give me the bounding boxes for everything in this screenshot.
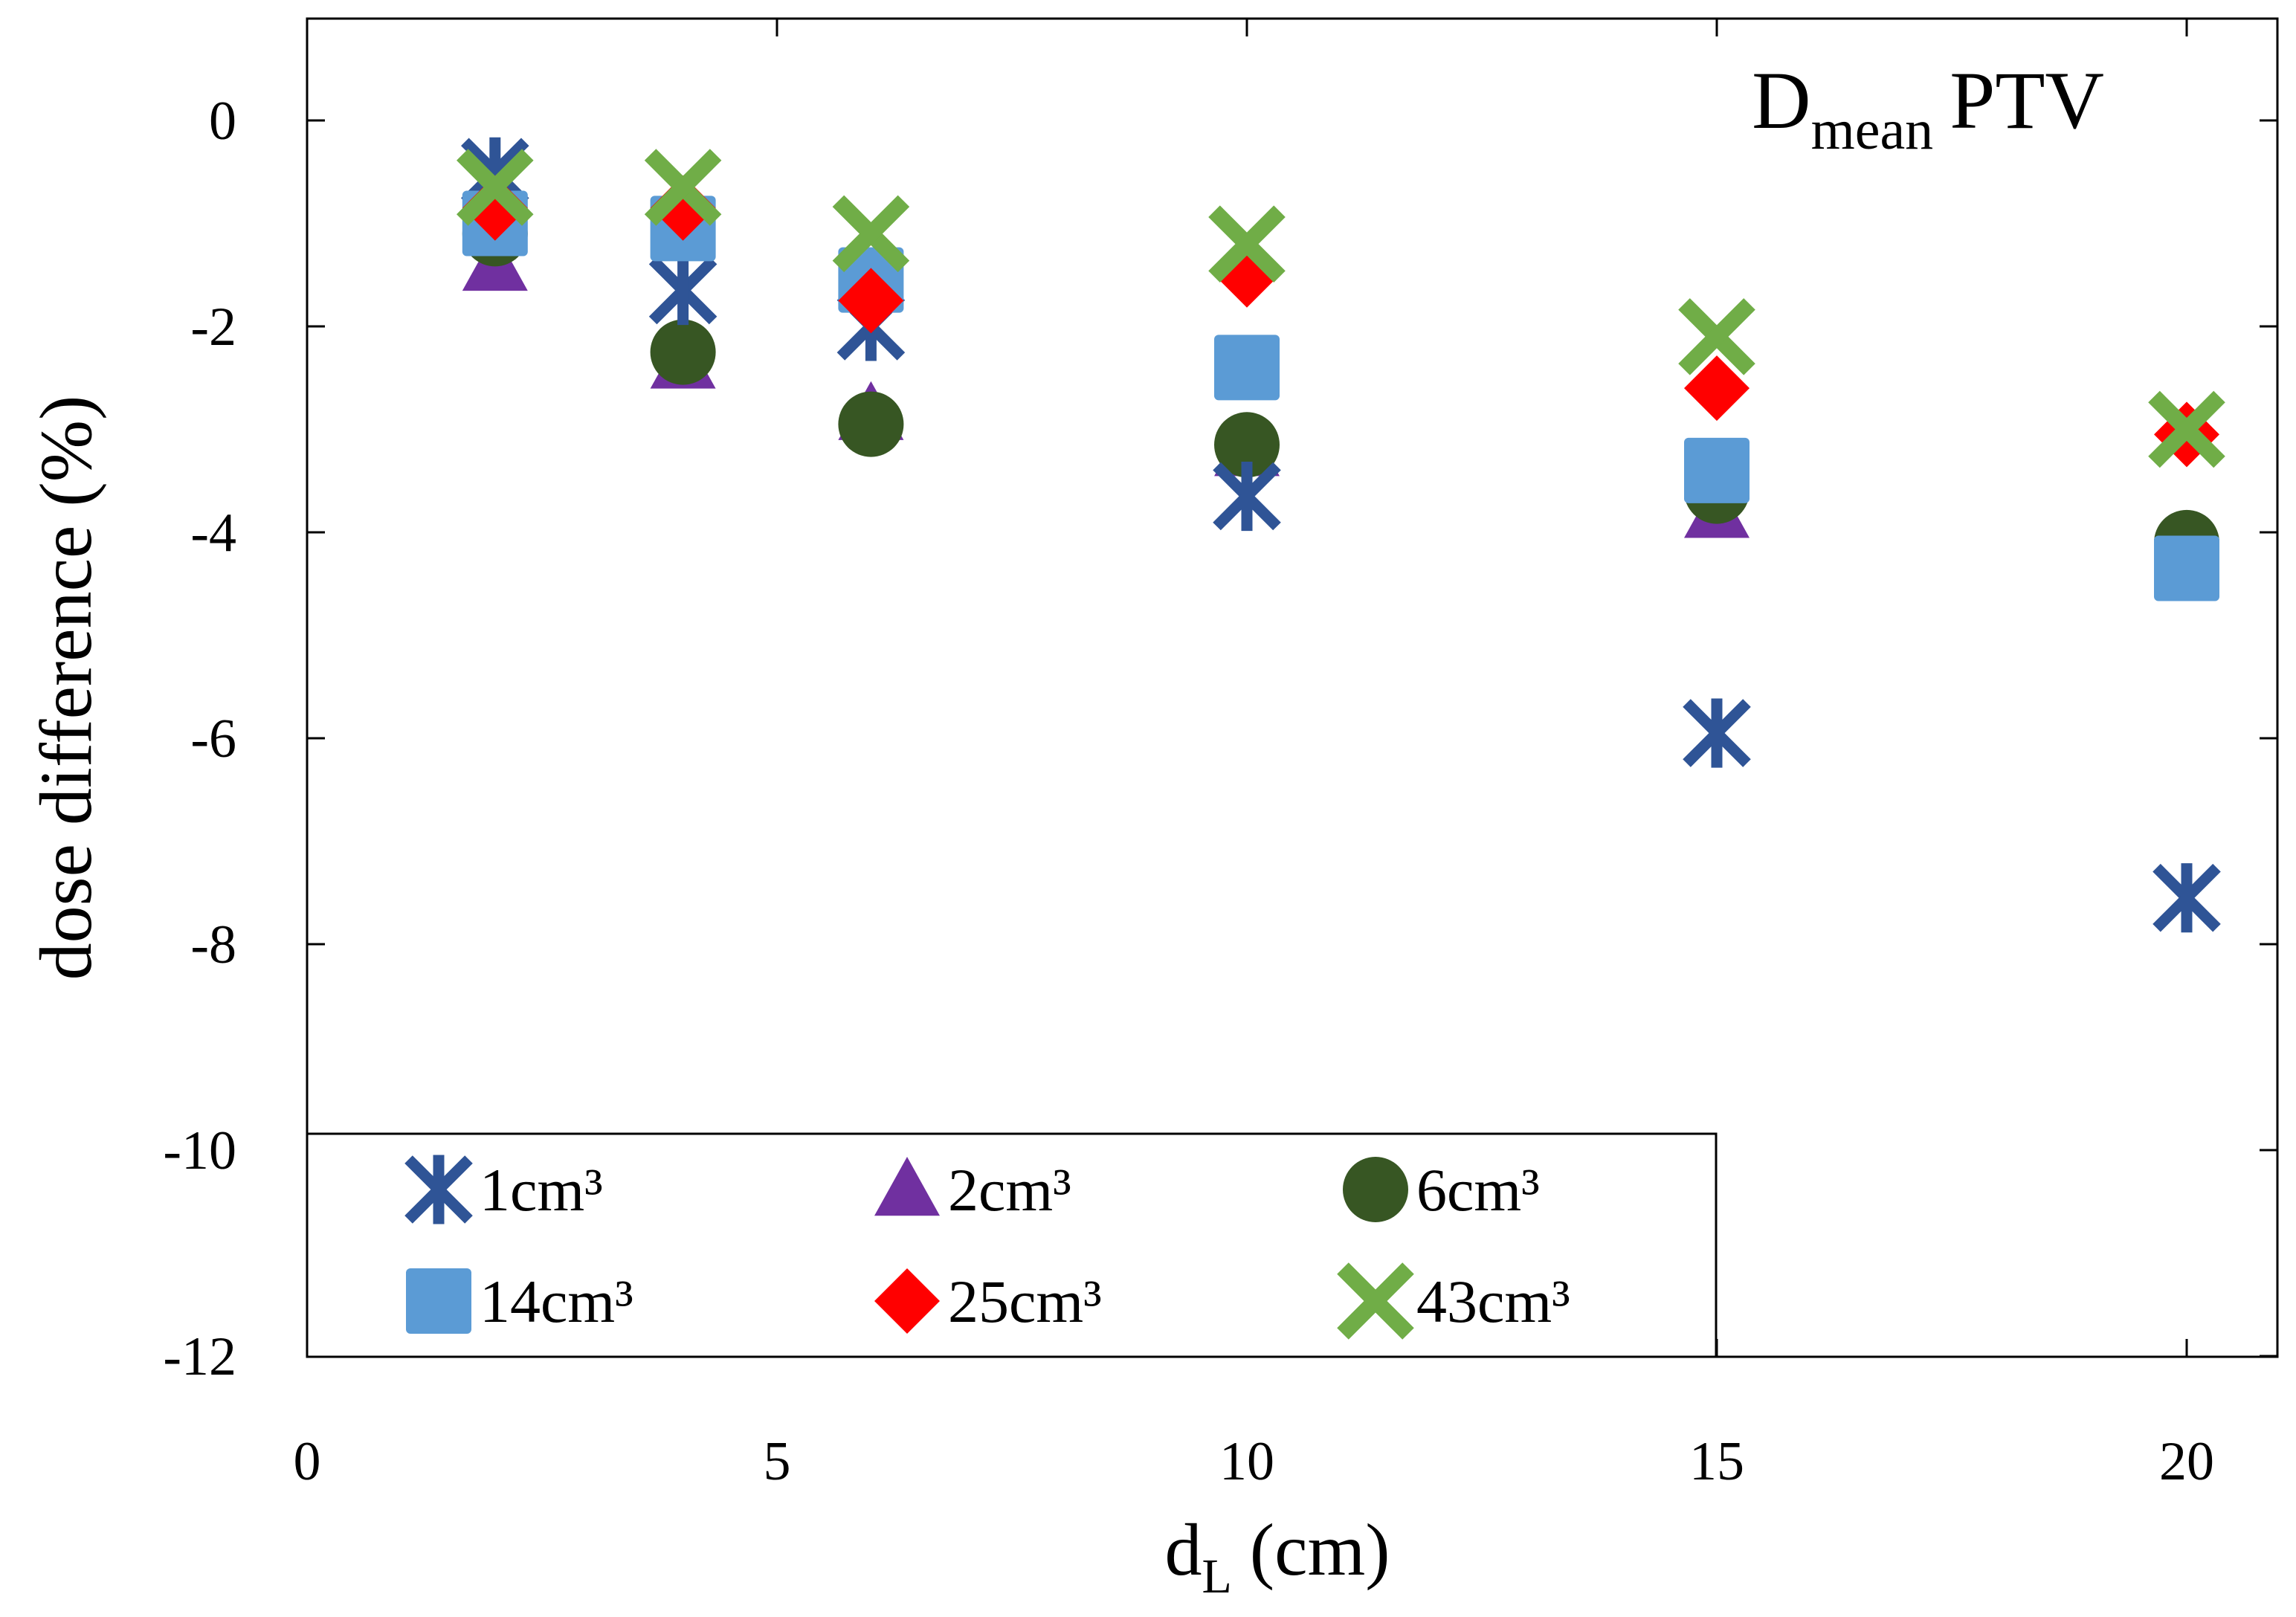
point-x: [457, 149, 534, 226]
point-x-stroke: [832, 195, 910, 273]
legend-marker-x-stroke: [1337, 1262, 1414, 1340]
point-asterisk: [648, 255, 718, 326]
y-tick-label: -4: [190, 503, 236, 564]
point-x-stroke: [644, 149, 722, 226]
x-tick-label: 15: [1689, 1431, 1744, 1492]
point-asterisk: [1683, 698, 1751, 768]
point-x: [1208, 205, 1286, 283]
legend-label: 43cm³: [1416, 1268, 1570, 1335]
x-axis-title-sub: L: [1202, 1549, 1231, 1604]
legend-box: [306, 1132, 1718, 1358]
point-diamond: [462, 175, 528, 241]
x-axis-title-rest: (cm): [1250, 1508, 1390, 1591]
data-points: [457, 137, 2225, 933]
y-tick-label: -8: [190, 914, 236, 975]
legend-marker-diamond: [874, 1268, 940, 1334]
annotation-main: D: [1752, 55, 1810, 146]
x-tick-label: 0: [294, 1431, 321, 1492]
point-asterisk: [2152, 863, 2221, 933]
point-circle: [650, 319, 716, 385]
y-axis-title: dose difference (%): [25, 396, 107, 981]
legend-marker-circle: [1343, 1157, 1408, 1222]
point-x: [832, 195, 910, 273]
point-x: [2148, 390, 2225, 468]
y-axis: 0 -2 -4 -6 -8 -10 -12: [163, 91, 2277, 1387]
y-tick-label: -10: [163, 1120, 236, 1181]
point-circle: [1214, 412, 1280, 478]
legend-marker-square: [406, 1268, 471, 1334]
annotation-sub: mean: [1811, 99, 1934, 161]
x-axis-title-main: d: [1164, 1508, 1202, 1591]
point-x-stroke: [1678, 298, 1755, 375]
point-x-stroke: [2148, 390, 2225, 468]
legend-label: 6cm³: [1416, 1156, 1540, 1224]
legend-label: 25cm³: [948, 1268, 1102, 1335]
y-tick-label: -2: [190, 297, 236, 358]
x-tick-label: 10: [1219, 1431, 1274, 1492]
point-x-stroke: [1208, 205, 1286, 283]
point-square: [1214, 335, 1280, 401]
y-tick-label: -12: [163, 1326, 236, 1387]
point-diamond: [650, 175, 716, 241]
legend-label: 1cm³: [480, 1156, 603, 1224]
annotation-rest: PTV: [1950, 55, 2104, 146]
point-x-stroke: [457, 149, 534, 226]
x-tick-label: 20: [2159, 1431, 2214, 1492]
x-axis: 0 5 10 15 20: [294, 19, 2214, 1492]
legend-marker-x: [1337, 1262, 1414, 1340]
legend-marker-asterisk: [404, 1155, 473, 1224]
y-tick-label: -6: [190, 709, 236, 769]
point-circle: [838, 391, 904, 457]
x-tick-label: 5: [764, 1431, 791, 1492]
legend-marker-triangle: [874, 1157, 940, 1216]
point-x: [1678, 298, 1755, 375]
point-square: [1684, 437, 1750, 503]
legend-label: 2cm³: [948, 1156, 1071, 1224]
legend: 1cm³ 2cm³ 6cm³ 14cm³ 25cm³ 43cm³: [306, 1132, 1718, 1358]
point-diamond: [1684, 355, 1750, 422]
point-asterisk: [1213, 461, 1281, 532]
legend-label: 14cm³: [480, 1268, 633, 1335]
point-x: [644, 149, 722, 226]
chart-annotation: Dmean PTV: [1752, 55, 2104, 161]
y-tick-label: 0: [209, 91, 236, 152]
x-axis-title: dL (cm): [1164, 1508, 1390, 1604]
point-diamond: [838, 268, 904, 334]
point-square: [2154, 535, 2219, 601]
